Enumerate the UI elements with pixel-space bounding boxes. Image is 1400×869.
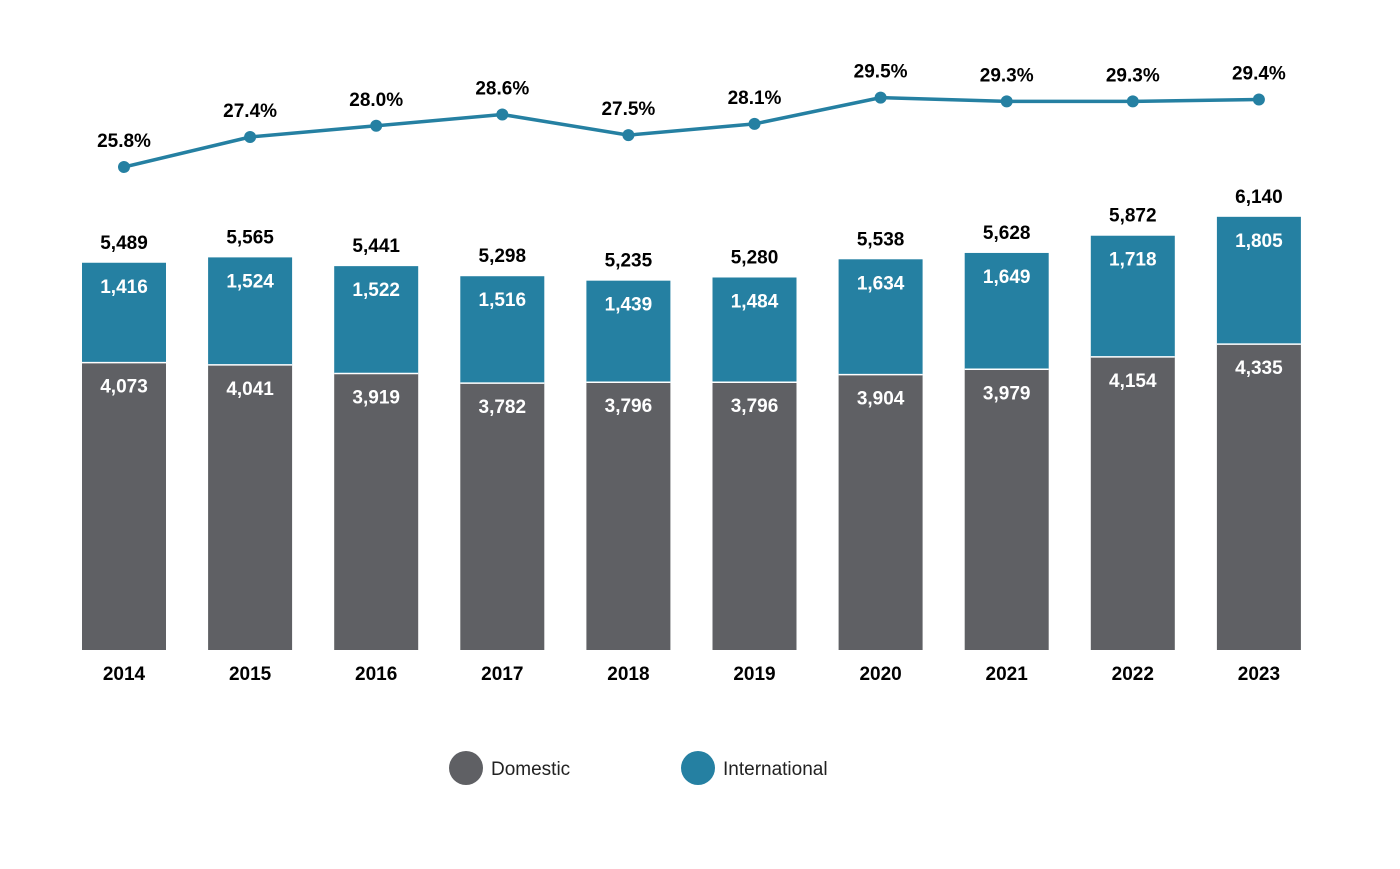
- x-tick-label-2018: 2018: [607, 664, 649, 685]
- data-label-domestic-2018: 3,796: [605, 396, 653, 417]
- share-label-2015: 27.4%: [223, 101, 277, 122]
- bar-international-2019: [712, 277, 797, 383]
- share-point-2021: [1000, 95, 1013, 108]
- legend-label-international: International: [723, 759, 828, 780]
- bar-international-2022: [1090, 235, 1175, 357]
- share-point-2014: [118, 161, 130, 173]
- share-label-2014: 25.8%: [97, 131, 151, 152]
- data-label-international-2018: 1,439: [605, 295, 653, 316]
- data-label-domestic-2014: 4,073: [100, 377, 148, 398]
- total-label-2015: 5,565: [226, 227, 274, 248]
- x-tick-label-2021: 2021: [986, 664, 1029, 685]
- data-label-domestic-2021: 3,979: [983, 383, 1031, 404]
- total-label-2016: 5,441: [352, 236, 400, 257]
- share-label-2021: 29.3%: [980, 65, 1034, 86]
- share-label-2019: 28.1%: [728, 88, 782, 109]
- legend-swatch-international: [681, 751, 715, 785]
- bar-international-2017: [460, 276, 545, 384]
- total-label-2022: 5,872: [1109, 206, 1157, 227]
- bar-international-2020: [838, 259, 923, 375]
- share-label-2022: 29.3%: [1106, 65, 1160, 86]
- share-point-2022: [1126, 95, 1139, 108]
- share-point-2018: [622, 129, 635, 142]
- bar-domestic-2019: [712, 382, 797, 650]
- bar-domestic-2016: [334, 373, 419, 650]
- data-label-domestic-2022: 4,154: [1109, 371, 1157, 392]
- bar-domestic-2020: [838, 374, 923, 650]
- total-label-2023: 6,140: [1235, 187, 1283, 208]
- total-label-2021: 5,628: [983, 223, 1031, 244]
- x-tick-label-2014: 2014: [103, 664, 146, 685]
- bar-international-2023: [1216, 216, 1301, 345]
- share-label-2016: 28.0%: [349, 90, 403, 111]
- data-label-domestic-2017: 3,782: [479, 397, 527, 418]
- x-tick-label-2023: 2023: [1238, 664, 1280, 685]
- data-label-international-2023: 1,805: [1235, 231, 1283, 252]
- legend-label-domestic: Domestic: [491, 759, 570, 780]
- data-label-international-2019: 1,484: [731, 291, 779, 312]
- data-label-domestic-2015: 4,041: [226, 379, 274, 400]
- bar-domestic-2018: [586, 382, 671, 650]
- total-label-2019: 5,280: [731, 247, 779, 268]
- share-point-2020: [874, 91, 887, 104]
- total-label-2020: 5,538: [857, 229, 905, 250]
- total-label-2018: 5,235: [605, 251, 653, 272]
- data-label-domestic-2019: 3,796: [731, 396, 779, 417]
- bar-international-2018: [586, 280, 671, 383]
- legend-swatch-domestic: [449, 751, 483, 785]
- bar-domestic-2021: [964, 369, 1049, 650]
- share-point-2017: [496, 108, 509, 121]
- bar-international-2016: [334, 266, 419, 374]
- data-label-international-2016: 1,522: [352, 280, 400, 301]
- data-label-domestic-2016: 3,919: [352, 388, 400, 409]
- bar-domestic-2017: [460, 383, 545, 650]
- data-label-international-2021: 1,649: [983, 267, 1031, 288]
- data-label-international-2017: 1,516: [479, 290, 527, 311]
- x-tick-label-2015: 2015: [229, 664, 272, 685]
- share-point-2016: [370, 119, 383, 132]
- bar-international-2014: [82, 262, 166, 363]
- bar-domestic-2023: [1216, 344, 1301, 650]
- share-label-2017: 28.6%: [475, 79, 529, 100]
- bar-international-2015: [208, 257, 293, 365]
- total-label-2014: 5,489: [100, 233, 148, 254]
- data-label-domestic-2020: 3,904: [857, 389, 905, 410]
- share-point-2023: [1252, 93, 1265, 106]
- x-tick-label-2016: 2016: [355, 664, 397, 685]
- data-label-international-2020: 1,634: [857, 273, 905, 294]
- share-label-2023: 29.4%: [1232, 64, 1286, 85]
- bar-domestic-2014: [82, 362, 166, 650]
- data-label-international-2015: 1,524: [226, 271, 274, 292]
- x-tick-label-2020: 2020: [859, 664, 901, 685]
- x-tick-label-2017: 2017: [481, 664, 523, 685]
- share-label-2018: 27.5%: [601, 99, 655, 120]
- bar-domestic-2015: [208, 364, 293, 650]
- bar-domestic-2022: [1090, 356, 1175, 650]
- share-point-2015: [244, 131, 257, 143]
- data-label-international-2022: 1,718: [1109, 250, 1157, 271]
- x-tick-label-2022: 2022: [1112, 664, 1154, 685]
- bar-international-2021: [964, 252, 1049, 370]
- total-label-2017: 5,298: [479, 246, 527, 267]
- share-line-series: [123, 95, 1259, 169]
- share-point-2019: [748, 117, 761, 130]
- data-label-domestic-2023: 4,335: [1235, 358, 1283, 379]
- x-tick-label-2019: 2019: [733, 664, 775, 685]
- share-label-2020: 29.5%: [854, 62, 908, 83]
- data-label-international-2014: 1,416: [100, 277, 148, 298]
